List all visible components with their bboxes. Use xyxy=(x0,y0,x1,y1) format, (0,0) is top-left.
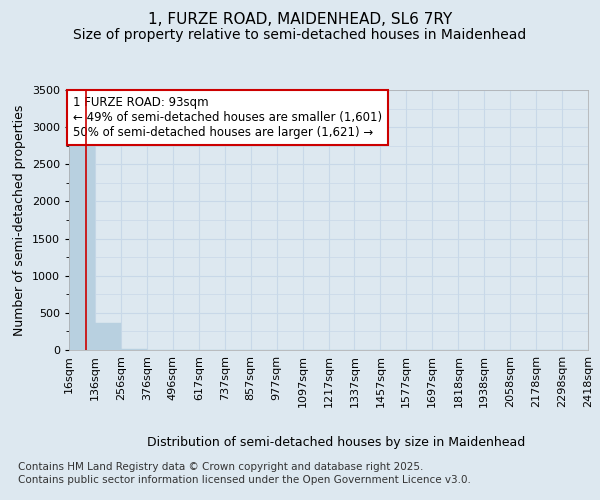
Bar xyxy=(69,134,95,350)
Text: 1, FURZE ROAD, MAIDENHEAD, SL6 7RY: 1, FURZE ROAD, MAIDENHEAD, SL6 7RY xyxy=(148,12,452,28)
Text: Contains HM Land Registry data © Crown copyright and database right 2025.: Contains HM Land Registry data © Crown c… xyxy=(18,462,424,472)
Text: 1 FURZE ROAD: 93sqm
← 49% of semi-detached houses are smaller (1,601)
50% of sem: 1 FURZE ROAD: 93sqm ← 49% of semi-detach… xyxy=(73,96,382,139)
Bar xyxy=(95,324,121,350)
Y-axis label: Number of semi-detached properties: Number of semi-detached properties xyxy=(13,104,26,336)
Text: Contains public sector information licensed under the Open Government Licence v3: Contains public sector information licen… xyxy=(18,475,471,485)
Text: Size of property relative to semi-detached houses in Maidenhead: Size of property relative to semi-detach… xyxy=(73,28,527,42)
Bar xyxy=(121,349,147,350)
Text: Distribution of semi-detached houses by size in Maidenhead: Distribution of semi-detached houses by … xyxy=(147,436,525,449)
